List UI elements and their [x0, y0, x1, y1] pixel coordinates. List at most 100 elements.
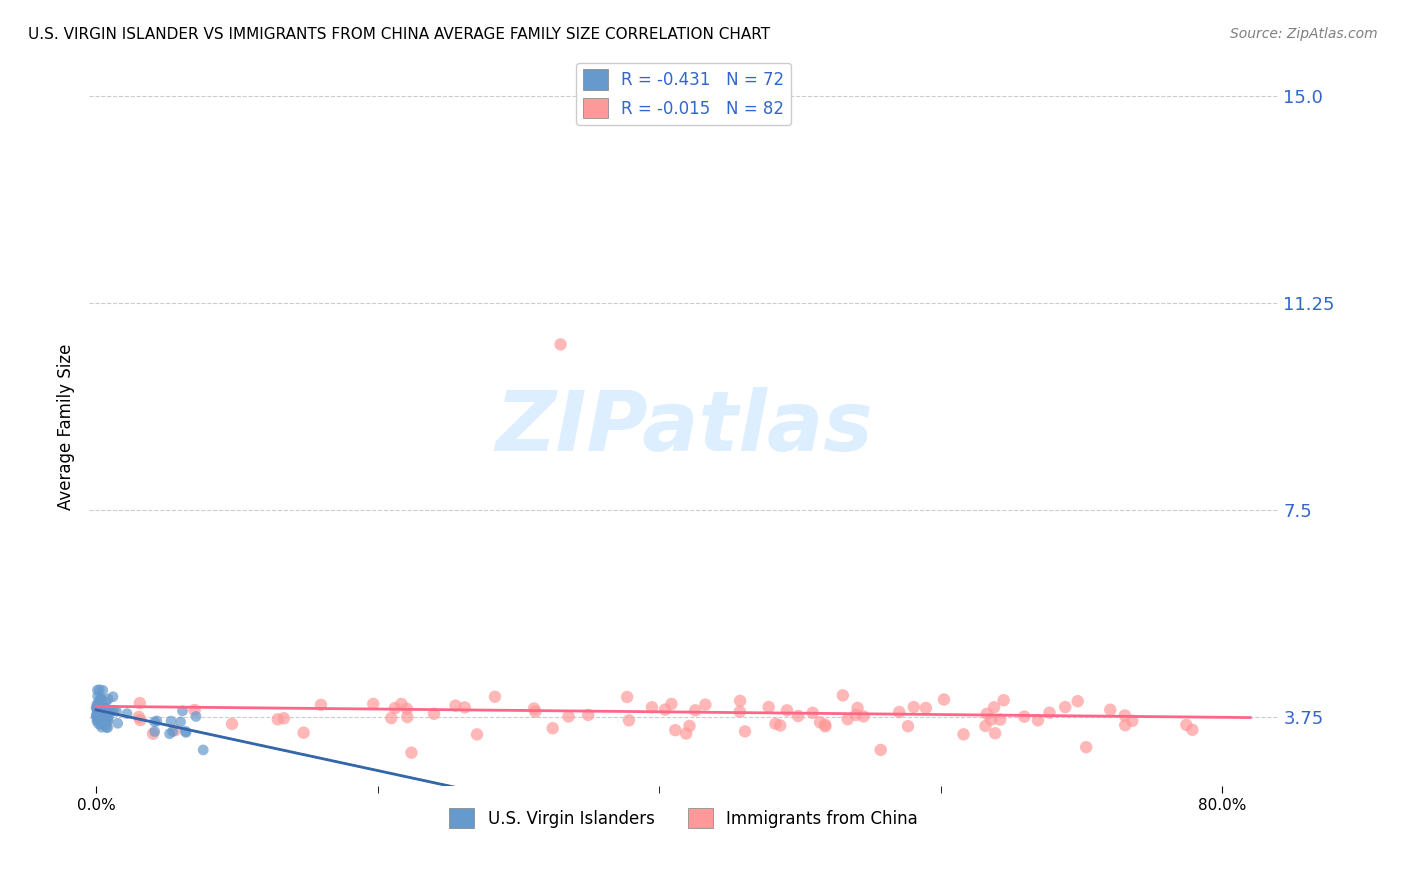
Point: [550, 337, 572, 351]
Point: [174, 724, 197, 739]
Point: [97, 704, 120, 718]
Point: [776, 703, 799, 717]
Point: [524, 705, 547, 719]
Point: [90, 717, 112, 731]
Text: U.S. VIRGIN ISLANDER VS IMMIGRANTS FROM CHINA AVERAGE FAMILY SIZE CORRELATION CH: U.S. VIRGIN ISLANDER VS IMMIGRANTS FROM …: [28, 27, 770, 42]
Point: [91, 683, 114, 698]
Point: [1074, 740, 1097, 755]
Point: [115, 706, 138, 721]
Point: [86, 713, 108, 727]
Point: [172, 704, 194, 718]
Point: [169, 714, 191, 729]
Point: [94, 708, 117, 723]
Point: [86, 714, 108, 729]
Point: [814, 719, 837, 733]
Point: [86, 710, 108, 724]
Point: [267, 712, 290, 726]
Point: [1114, 718, 1136, 732]
Point: [101, 690, 124, 704]
Point: [993, 693, 1015, 707]
Point: [1014, 709, 1036, 723]
Point: [86, 707, 108, 722]
Point: [174, 725, 197, 739]
Point: [87, 716, 110, 731]
Point: [86, 706, 108, 720]
Point: [96, 717, 118, 731]
Point: [616, 690, 638, 704]
Point: [87, 706, 110, 721]
Point: [734, 724, 756, 739]
Point: [423, 706, 446, 721]
Point: [86, 709, 108, 723]
Point: [1054, 700, 1077, 714]
Point: [86, 704, 108, 718]
Point: [1067, 694, 1090, 708]
Point: [1121, 714, 1143, 728]
Point: [87, 698, 110, 713]
Point: [93, 699, 115, 714]
Point: [380, 711, 402, 725]
Point: [193, 743, 215, 757]
Point: [91, 707, 114, 722]
Point: [389, 697, 412, 711]
Point: [1175, 718, 1198, 732]
Point: [89, 704, 111, 718]
Point: [915, 701, 938, 715]
Point: [361, 697, 384, 711]
Point: [89, 703, 111, 717]
Point: [309, 698, 332, 712]
Point: [86, 689, 108, 703]
Point: [86, 698, 108, 712]
Point: [84, 701, 107, 715]
Point: [98, 704, 121, 718]
Point: [869, 743, 891, 757]
Point: [801, 706, 824, 720]
Point: [91, 703, 114, 717]
Point: [444, 698, 467, 713]
Point: [728, 694, 751, 708]
Point: [541, 721, 564, 735]
Point: [1038, 706, 1060, 720]
Point: [1114, 708, 1136, 723]
Point: [87, 703, 110, 717]
Point: [162, 724, 184, 739]
Point: [97, 692, 120, 706]
Point: [91, 699, 114, 714]
Point: [89, 693, 111, 707]
Point: [90, 700, 112, 714]
Point: [837, 712, 859, 726]
Point: [84, 709, 107, 723]
Point: [675, 726, 697, 740]
Text: Source: ZipAtlas.com: Source: ZipAtlas.com: [1230, 27, 1378, 41]
Point: [87, 696, 110, 710]
Point: [128, 710, 150, 724]
Point: [184, 709, 207, 723]
Point: [100, 705, 122, 719]
Point: [976, 706, 998, 721]
Point: [90, 720, 112, 734]
Point: [661, 697, 683, 711]
Point: [984, 726, 1007, 740]
Point: [96, 721, 118, 735]
Point: [89, 692, 111, 706]
Point: [128, 696, 150, 710]
Point: [221, 717, 243, 731]
Point: [86, 683, 108, 698]
Point: [523, 701, 546, 715]
Point: [617, 714, 640, 728]
Point: [889, 705, 911, 719]
Point: [728, 705, 751, 719]
Point: [903, 700, 925, 714]
Point: [454, 700, 477, 714]
Point: [90, 706, 112, 721]
Point: [641, 700, 664, 714]
Point: [664, 723, 686, 738]
Point: [769, 718, 792, 732]
Point: [845, 708, 868, 723]
Point: [97, 711, 120, 725]
Point: [94, 714, 117, 729]
Point: [129, 713, 152, 727]
Point: [90, 691, 112, 706]
Point: [292, 725, 315, 739]
Point: [160, 714, 183, 728]
